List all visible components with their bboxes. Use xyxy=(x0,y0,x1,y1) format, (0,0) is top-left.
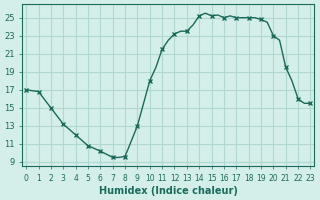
X-axis label: Humidex (Indice chaleur): Humidex (Indice chaleur) xyxy=(99,186,238,196)
